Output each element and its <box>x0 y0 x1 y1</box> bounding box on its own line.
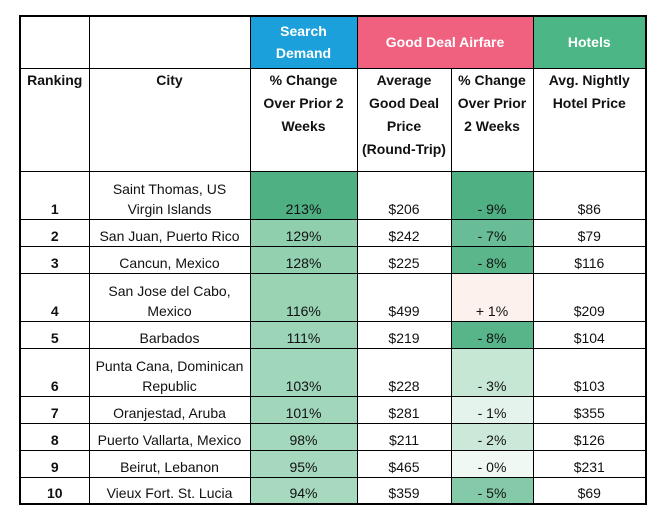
search-change-cell: 116% <box>249 272 358 322</box>
search-change-cell: 94% <box>249 476 358 505</box>
rank-cell: 6 <box>19 347 90 397</box>
col-header-ranking: Ranking <box>19 67 90 172</box>
airfare-price-cell: $228 <box>356 347 452 397</box>
table-row: 5 Barbados 111% $219- 8% $104 <box>19 320 647 349</box>
table-body: 1 Saint Thomas, US Virgin Islands 213% $206… <box>19 170 647 505</box>
col-header-airfare-change: % Change Over Prior 2 Weeks <box>450 67 534 172</box>
band-blank-city <box>88 15 251 69</box>
table-row: 9 Beirut, Lebanon 95% $465- 0% $231 <box>19 449 647 478</box>
airfare-price-cell: $465 <box>356 449 452 478</box>
search-change-cell: 129% <box>249 218 358 247</box>
search-change-cell: 101% <box>249 395 358 424</box>
hotel-price-cell: $355 <box>532 395 647 424</box>
travel-deals-table: Search Demand Good Deal Airfare Hotels R… <box>19 15 648 505</box>
airfare-change-cell: - 2% <box>450 422 534 451</box>
airfare-price-cell: $211 <box>356 422 452 451</box>
hotel-price-cell: $126 <box>532 422 647 451</box>
airfare-change-cell: + 1% <box>450 272 534 322</box>
airfare-change-cell: - 8% <box>450 320 534 349</box>
city-cell: Punta Cana, Dominican Republic <box>88 347 251 397</box>
airfare-price-cell: $281 <box>356 395 452 424</box>
table-row: 1 Saint Thomas, US Virgin Islands 213% $206… <box>19 170 647 220</box>
table-row: 6 Punta Cana, Dominican Republic 103% $228-… <box>19 347 647 397</box>
rank-cell: 4 <box>19 272 90 322</box>
search-change-cell: 213% <box>249 170 358 220</box>
airfare-price-cell: $499 <box>356 272 452 322</box>
airfare-change-cell: - 3% <box>450 347 534 397</box>
col-header-airfare-price: Average Good Deal Price (Round-Trip) <box>356 67 452 172</box>
city-cell: Puerto Vallarta, Mexico <box>88 422 251 451</box>
city-cell: Oranjestad, Aruba <box>88 395 251 424</box>
airfare-change-cell: - 8% <box>450 245 534 274</box>
airfare-price-cell: $219 <box>356 320 452 349</box>
band-search-demand: Search Demand <box>249 15 358 69</box>
hotel-price-cell: $79 <box>532 218 647 247</box>
rank-cell: 5 <box>19 320 90 349</box>
city-cell: Barbados <box>88 320 251 349</box>
column-header-row: Ranking City % Change Over Prior 2 Weeks… <box>19 67 647 172</box>
hotel-price-cell: $116 <box>532 245 647 274</box>
col-header-city: City <box>88 67 251 172</box>
table-row: 2 San Juan, Puerto Rico 129% $242- 7% $79 <box>19 218 647 247</box>
airfare-price-cell: $242 <box>356 218 452 247</box>
band-good-deal-airfare: Good Deal Airfare <box>356 15 534 69</box>
airfare-change-cell: - 5% <box>450 476 534 505</box>
airfare-change-cell: - 0% <box>450 449 534 478</box>
rank-cell: 10 <box>19 476 90 505</box>
airfare-price-cell: $225 <box>356 245 452 274</box>
rank-cell: 2 <box>19 218 90 247</box>
col-header-search-change: % Change Over Prior 2 Weeks <box>249 67 358 172</box>
table-row: 7 Oranjestad, Aruba 101% $281- 1% $355 <box>19 395 647 424</box>
band-blank-ranking <box>19 15 90 69</box>
search-change-cell: 128% <box>249 245 358 274</box>
city-cell: Cancun, Mexico <box>88 245 251 274</box>
hotel-price-cell: $231 <box>532 449 647 478</box>
airfare-price-cell: $359 <box>356 476 452 505</box>
city-cell: San Jose del Cabo, Mexico <box>88 272 251 322</box>
table-row: 3 Cancun, Mexico 128% $225- 8% $116 <box>19 245 647 274</box>
rank-cell: 3 <box>19 245 90 274</box>
airfare-change-cell: - 7% <box>450 218 534 247</box>
airfare-price-cell: $206 <box>356 170 452 220</box>
search-change-cell: 95% <box>249 449 358 478</box>
hotel-price-cell: $209 <box>532 272 647 322</box>
hotel-price-cell: $86 <box>532 170 647 220</box>
city-cell: Vieux Fort. St. Lucia <box>88 476 251 505</box>
band-hotels: Hotels <box>532 15 647 69</box>
table-row: 4 San Jose del Cabo, Mexico 116% $499 + 1% $2… <box>19 272 647 322</box>
hotel-price-cell: $69 <box>532 476 647 505</box>
airfare-change-cell: - 9% <box>450 170 534 220</box>
search-change-cell: 103% <box>249 347 358 397</box>
rank-cell: 9 <box>19 449 90 478</box>
search-change-cell: 98% <box>249 422 358 451</box>
rank-cell: 1 <box>19 170 90 220</box>
hotel-price-cell: $104 <box>532 320 647 349</box>
city-cell: San Juan, Puerto Rico <box>88 218 251 247</box>
table-row: 10 Vieux Fort. St. Lucia 94% $359- 5% $69 <box>19 476 647 505</box>
hotel-price-cell: $103 <box>532 347 647 397</box>
city-cell: Saint Thomas, US Virgin Islands <box>88 170 251 220</box>
column-group-row: Search Demand Good Deal Airfare Hotels <box>19 15 647 69</box>
city-cell: Beirut, Lebanon <box>88 449 251 478</box>
rank-cell: 7 <box>19 395 90 424</box>
col-header-hotel-price: Avg. Nightly Hotel Price <box>532 67 647 172</box>
table-row: 8 Puerto Vallarta, Mexico 98% $211- 2% $126 <box>19 422 647 451</box>
rank-cell: 8 <box>19 422 90 451</box>
airfare-change-cell: - 1% <box>450 395 534 424</box>
search-change-cell: 111% <box>249 320 358 349</box>
